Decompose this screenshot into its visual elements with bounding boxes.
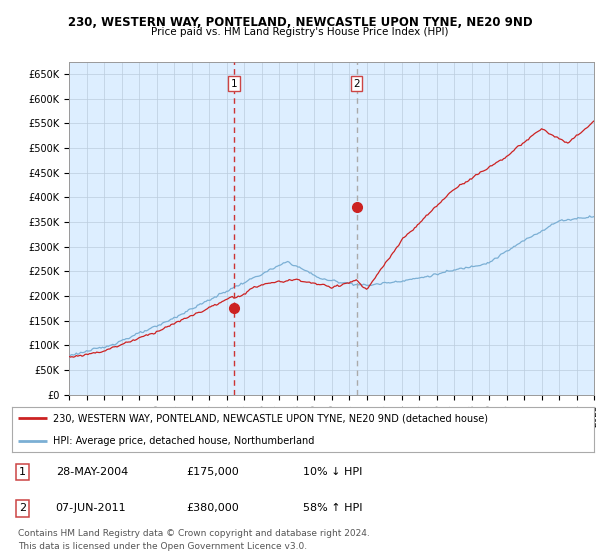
Text: 1: 1	[230, 79, 237, 89]
Text: 2: 2	[353, 79, 360, 89]
Text: 58% ↑ HPI: 58% ↑ HPI	[303, 503, 362, 514]
Text: 07-JUN-2011: 07-JUN-2011	[56, 503, 126, 514]
Text: 230, WESTERN WAY, PONTELAND, NEWCASTLE UPON TYNE, NE20 9ND (detached house): 230, WESTERN WAY, PONTELAND, NEWCASTLE U…	[53, 413, 488, 423]
Bar	[233, 62, 356, 395]
Text: 1: 1	[19, 467, 26, 477]
Text: Price paid vs. HM Land Registry's House Price Index (HPI): Price paid vs. HM Land Registry's House …	[151, 27, 449, 37]
Text: 10% ↓ HPI: 10% ↓ HPI	[303, 467, 362, 477]
Text: Contains HM Land Registry data © Crown copyright and database right 2024.
This d: Contains HM Land Registry data © Crown c…	[18, 529, 370, 550]
Text: 2: 2	[19, 503, 26, 514]
Text: £175,000: £175,000	[187, 467, 239, 477]
Text: HPI: Average price, detached house, Northumberland: HPI: Average price, detached house, Nort…	[53, 436, 314, 446]
Text: 230, WESTERN WAY, PONTELAND, NEWCASTLE UPON TYNE, NE20 9ND: 230, WESTERN WAY, PONTELAND, NEWCASTLE U…	[68, 16, 532, 29]
Text: £380,000: £380,000	[187, 503, 239, 514]
Text: 28-MAY-2004: 28-MAY-2004	[56, 467, 128, 477]
